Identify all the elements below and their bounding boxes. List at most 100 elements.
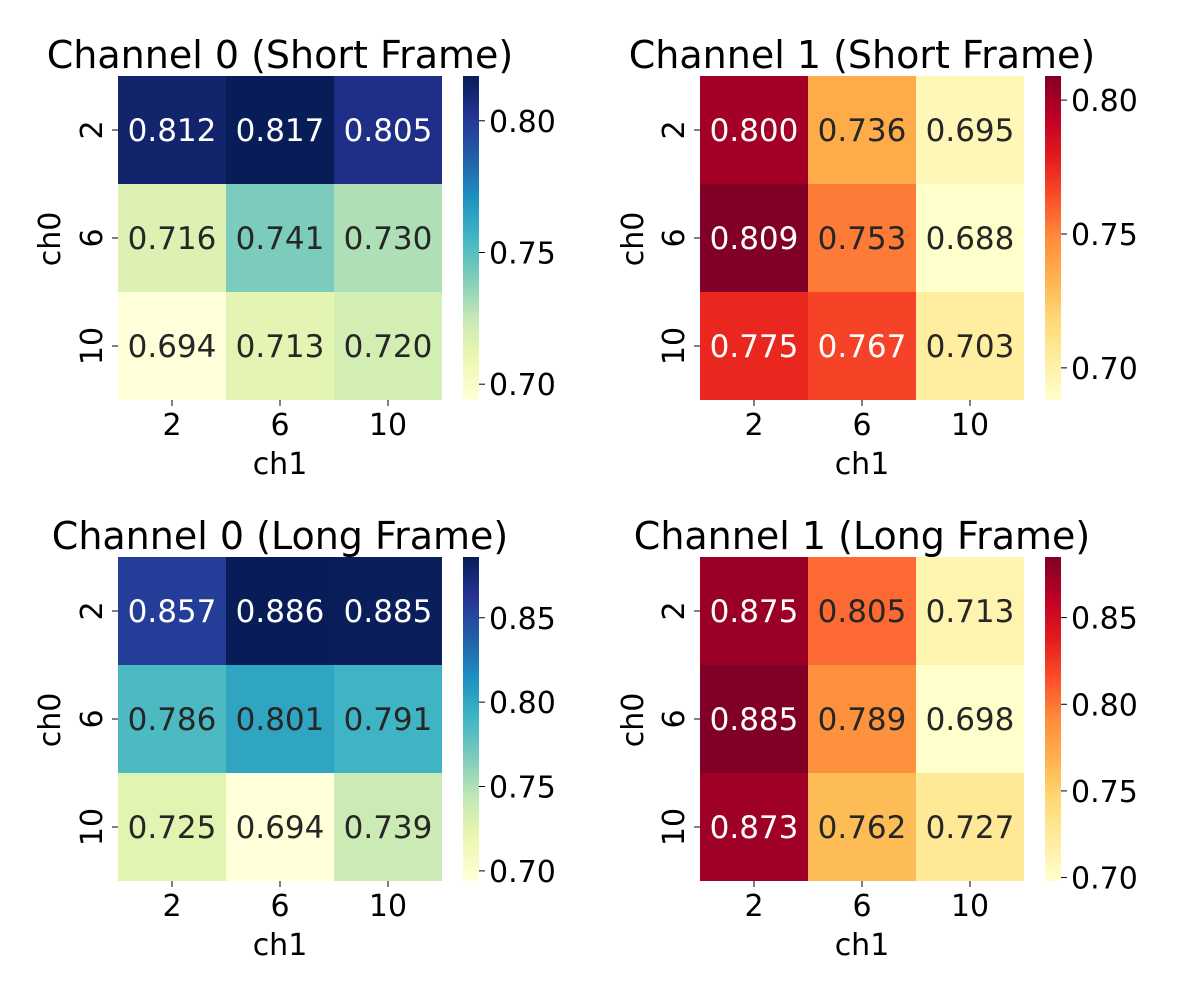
colorbar: 0.70 0.75 0.80 bbox=[463, 76, 556, 403]
cell-value-label: 0.873 bbox=[710, 810, 799, 846]
colorbar-gradient bbox=[463, 557, 479, 881]
y-tick-label: 2 bbox=[657, 120, 692, 139]
heatmap-panel-channel0-long: Channel 0 (Long Frame) 0.857 0.886 0.8850.… bbox=[33, 514, 556, 963]
heatmap-cell bbox=[808, 184, 916, 292]
x-tick-label: 2 bbox=[744, 408, 763, 443]
colorbar: 0.70 0.75 0.80 0.85 bbox=[1045, 557, 1138, 897]
y-tick-label: 6 bbox=[657, 709, 692, 728]
x-axis-ticks: 2 6 10 bbox=[162, 881, 407, 924]
colorbar: 0.70 0.75 0.80 0.85 bbox=[463, 557, 556, 890]
x-axis-label: ch1 bbox=[835, 928, 890, 963]
heatmap-panel-channel1-short: Channel 1 (Short Frame) 0.800 0.736 0.6950… bbox=[616, 33, 1138, 482]
heatmap-cell bbox=[916, 557, 1024, 665]
x-tick-label: 6 bbox=[852, 889, 871, 924]
x-tick-label: 6 bbox=[852, 408, 871, 443]
cell-value-label: 0.801 bbox=[236, 702, 325, 738]
y-tick-label: 6 bbox=[75, 228, 110, 247]
cell-value-label: 0.857 bbox=[128, 594, 217, 630]
cell-value-label: 0.789 bbox=[818, 702, 907, 738]
heatmap-cells bbox=[700, 76, 1024, 400]
x-tick-label: 10 bbox=[951, 889, 989, 924]
panel-title: Channel 0 (Long Frame) bbox=[52, 514, 508, 558]
heatmap-cell bbox=[700, 76, 808, 184]
cell-value-label: 0.694 bbox=[128, 329, 217, 365]
y-tick-label: 6 bbox=[657, 228, 692, 247]
cell-value-label: 0.688 bbox=[926, 221, 1015, 257]
x-tick-label: 10 bbox=[369, 889, 407, 924]
heatmap-cell bbox=[118, 184, 226, 292]
colorbar-tick-label: 0.75 bbox=[489, 771, 556, 806]
x-tick-label: 6 bbox=[270, 889, 289, 924]
heatmap-cell bbox=[334, 557, 442, 665]
heatmap-cell bbox=[700, 292, 808, 400]
heatmap-cell bbox=[226, 292, 334, 400]
cell-value-label: 0.703 bbox=[926, 329, 1015, 365]
cell-value-label: 0.767 bbox=[818, 329, 907, 365]
x-tick-label: 10 bbox=[951, 408, 989, 443]
heatmap-cell bbox=[808, 557, 916, 665]
heatmap-cell bbox=[808, 292, 916, 400]
y-axis-ticks: 2 6 10 bbox=[657, 601, 700, 846]
cell-value-label: 0.805 bbox=[818, 594, 907, 630]
y-tick-label: 10 bbox=[75, 327, 110, 365]
cell-value-label: 0.720 bbox=[344, 329, 433, 365]
cell-value-label: 0.786 bbox=[128, 702, 217, 738]
x-axis-ticks: 2 6 10 bbox=[744, 400, 989, 443]
cell-value-label: 0.727 bbox=[926, 810, 1015, 846]
y-axis-ticks: 2 6 10 bbox=[75, 601, 118, 846]
heatmap-cell bbox=[808, 773, 916, 881]
x-tick-label: 2 bbox=[744, 889, 763, 924]
x-axis-label: ch1 bbox=[835, 447, 890, 482]
heatmap-cell bbox=[700, 665, 808, 773]
y-tick-label: 10 bbox=[657, 808, 692, 846]
x-tick-label: 2 bbox=[162, 889, 181, 924]
colorbar-gradient bbox=[1045, 76, 1061, 400]
cell-value-label: 0.725 bbox=[128, 810, 217, 846]
cell-value-label: 0.885 bbox=[344, 594, 433, 630]
heatmap-cell bbox=[118, 665, 226, 773]
heatmap-cells bbox=[700, 557, 1024, 881]
cell-value-label: 0.791 bbox=[344, 702, 433, 738]
cell-value-label: 0.694 bbox=[236, 810, 325, 846]
cell-value-label: 0.812 bbox=[128, 113, 217, 149]
x-axis-ticks: 2 6 10 bbox=[162, 400, 407, 443]
heatmap-cell bbox=[916, 76, 1024, 184]
colorbar-tick-label: 0.70 bbox=[489, 368, 556, 403]
colorbar-tick-label: 0.80 bbox=[489, 686, 556, 721]
cell-value-label: 0.698 bbox=[926, 702, 1015, 738]
colorbar-tick-label: 0.70 bbox=[1071, 352, 1138, 387]
heatmap-cell bbox=[334, 76, 442, 184]
cell-value-label: 0.886 bbox=[236, 594, 325, 630]
cell-value-label: 0.775 bbox=[710, 329, 799, 365]
heatmap-panel-channel0-short: Channel 0 (Short Frame) 0.812 0.817 0.8050… bbox=[33, 33, 556, 482]
y-tick-label: 2 bbox=[75, 120, 110, 139]
colorbar-gradient bbox=[1045, 557, 1061, 881]
y-axis-ticks: 2 6 10 bbox=[75, 120, 118, 365]
heatmap-cell bbox=[118, 557, 226, 665]
heatmap-cell bbox=[118, 773, 226, 881]
panel-title: Channel 0 (Short Frame) bbox=[47, 33, 513, 77]
y-tick-label: 2 bbox=[657, 601, 692, 620]
heatmap-cell bbox=[334, 184, 442, 292]
heatmap-cell bbox=[226, 665, 334, 773]
y-axis-label: ch0 bbox=[616, 212, 651, 267]
y-tick-label: 10 bbox=[75, 808, 110, 846]
y-axis-label: ch0 bbox=[33, 693, 68, 748]
colorbar: 0.70 0.75 0.80 bbox=[1045, 76, 1138, 400]
heatmap-cell bbox=[916, 184, 1024, 292]
colorbar-tick-label: 0.80 bbox=[1071, 688, 1138, 723]
colorbar-tick-label: 0.80 bbox=[489, 105, 556, 140]
heatmap-cell bbox=[334, 773, 442, 881]
heatmap-cells bbox=[118, 557, 442, 881]
colorbar-tick-label: 0.85 bbox=[1071, 602, 1138, 637]
cell-value-label: 0.695 bbox=[926, 113, 1015, 149]
heatmap-cell bbox=[226, 557, 334, 665]
heatmap-cell-labels: 0.857 0.886 0.885 0.786 0.801 0.791 0.725 0.694… bbox=[128, 594, 433, 846]
heatmap-cell bbox=[700, 773, 808, 881]
heatmap-cell bbox=[916, 773, 1024, 881]
heatmap-cell bbox=[226, 76, 334, 184]
heatmap-cell bbox=[700, 184, 808, 292]
heatmap-cell bbox=[916, 665, 1024, 773]
x-axis-label: ch1 bbox=[253, 447, 308, 482]
